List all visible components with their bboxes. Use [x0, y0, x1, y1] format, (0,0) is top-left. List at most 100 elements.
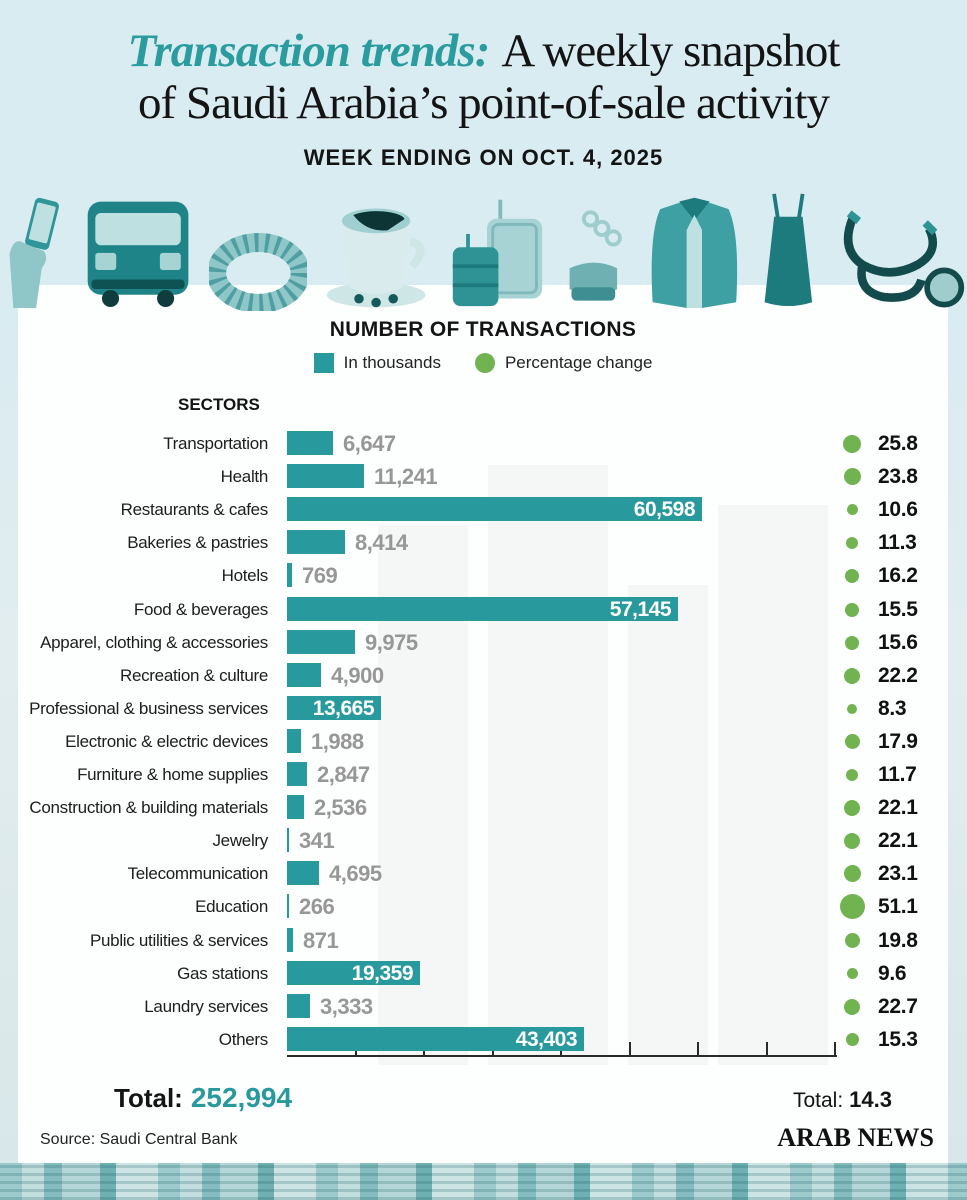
chart-row: Electronic & electric devices 1,988 17.9 — [18, 725, 948, 758]
axis-line — [287, 1055, 837, 1057]
pct-change-dot — [843, 865, 861, 882]
dress-icon — [764, 193, 813, 307]
transaction-bar: 19,359 — [287, 961, 420, 985]
sector-label: Hotels — [221, 566, 269, 585]
title-line1: A weekly snapshot — [501, 25, 840, 77]
transaction-value: 266 — [299, 894, 335, 919]
total-percentage: Total: 14.3 — [793, 1087, 892, 1113]
chart-row: Transportation 6,647 25.8 — [18, 427, 948, 460]
transaction-bar — [287, 729, 301, 753]
transaction-bar: 57,145 — [287, 597, 678, 621]
bracelet-icon — [208, 233, 308, 311]
chart-row: Recreation & culture 4,900 22.2 — [18, 659, 948, 692]
chart-row: Education 266 51.1 — [18, 890, 948, 923]
sector-label: Bakeries & pastries — [127, 533, 268, 552]
sector-label: Health — [220, 467, 269, 486]
subtitle-week: WEEK ENDING ON OCT. 4, 2025 — [303, 145, 664, 170]
transaction-value: 769 — [302, 563, 338, 588]
transaction-value: 9,975 — [365, 630, 418, 655]
pct-change-dot — [844, 799, 860, 816]
transaction-value: 1,988 — [311, 729, 364, 754]
transaction-bar — [287, 861, 319, 885]
transaction-bar — [287, 464, 364, 488]
total-transactions-value: 252,994 — [190, 1082, 293, 1113]
transaction-value: 8,414 — [355, 530, 408, 555]
pct-change-value: 15.3 — [878, 1028, 918, 1051]
chart-row: Public utilities & services 871 19.8 — [18, 924, 948, 957]
transaction-value: 341 — [299, 828, 335, 853]
chart-row: Hotels 769 16.2 — [18, 559, 948, 592]
transaction-bar: 13,665 — [287, 696, 381, 720]
pct-change-dot — [839, 894, 865, 919]
watermark-building — [718, 505, 828, 1065]
pct-change-dot — [845, 1033, 859, 1046]
chart-row: Construction & building materials 2,536 22… — [18, 791, 948, 824]
pct-change-value: 10.6 — [878, 498, 918, 521]
sector-label: Education — [195, 897, 268, 916]
sector-label: Electronic & electric devices — [65, 732, 268, 751]
thousands-swatch-icon — [313, 353, 334, 373]
title-accent: Transaction trends: — [127, 25, 491, 77]
transaction-value: 43,403 — [515, 1028, 578, 1051]
transaction-bar — [287, 795, 304, 819]
pct-change-value: 22.7 — [878, 995, 918, 1018]
transaction-bar — [287, 431, 333, 455]
pct-change-dot — [844, 998, 860, 1015]
axis-tick — [697, 1042, 699, 1055]
transaction-bar — [287, 762, 307, 786]
transaction-bar — [287, 563, 292, 587]
axis-tick — [628, 1042, 631, 1055]
pct-change-dot — [844, 734, 860, 749]
pct-change-value: 22.1 — [878, 796, 918, 819]
phone-payment-icon — [9, 197, 59, 309]
sector-label: Professional & business services — [29, 699, 268, 718]
transaction-bar — [287, 630, 355, 654]
axis-tick — [834, 1042, 836, 1055]
chart-row: Health 11,241 23.8 — [18, 460, 948, 493]
pct-change-dot — [845, 635, 859, 650]
chart-row: Professional & business services 13,665 8.… — [18, 692, 948, 725]
chart-legend: In thousands Percentage change — [18, 353, 948, 373]
pct-change-value: 19.8 — [878, 929, 918, 952]
transaction-value: 19,359 — [351, 962, 414, 985]
sector-label: Public utilities & services — [89, 931, 268, 950]
transaction-bar — [287, 530, 345, 554]
sector-label: Jewelry — [212, 831, 268, 850]
sector-label: Others — [218, 1030, 269, 1049]
chart-row: Laundry services 3,333 22.7 — [18, 990, 948, 1023]
total-transactions-label: Total: — [114, 1083, 183, 1113]
pct-change-value: 11.3 — [878, 531, 917, 554]
pct-change-value: 23.1 — [878, 862, 918, 885]
sector-label: Food & beverages — [133, 600, 268, 619]
pct-change-dot — [846, 536, 858, 549]
jacket-icon — [651, 197, 737, 308]
source-credit: Source: Saudi Central Bank — [40, 1131, 238, 1148]
transaction-value: 57,145 — [609, 598, 672, 621]
pct-change-value: 15.5 — [878, 598, 918, 621]
pct-change-dot — [845, 568, 859, 583]
sector-label: Laundry services — [144, 997, 268, 1016]
transaction-value: 3,333 — [320, 994, 373, 1019]
bus-icon — [88, 201, 189, 308]
chart-row: Food & beverages 57,145 15.5 — [18, 593, 948, 626]
sector-label: Gas stations — [177, 964, 268, 983]
chart-row: Bakeries & pastries 8,414 11.3 — [18, 526, 948, 559]
percentage-swatch-icon — [474, 353, 495, 373]
icon-strip — [0, 183, 967, 311]
transaction-value: 13,665 — [312, 697, 375, 720]
pct-change-value: 17.9 — [878, 730, 918, 753]
transaction-value: 4,695 — [329, 861, 382, 886]
pct-change-value: 15.6 — [878, 631, 918, 654]
pct-change-value: 9.6 — [878, 962, 907, 985]
axis-tick — [765, 1042, 768, 1055]
sector-label: Furniture & home supplies — [77, 765, 268, 784]
chart-title: NUMBER OF TRANSACTIONS — [329, 318, 637, 341]
sector-label: Recreation & culture — [119, 666, 268, 685]
chart-row: Restaurants & cafes 60,598 10.6 — [18, 493, 948, 526]
pct-change-dot — [844, 667, 860, 684]
city-photo-strip — [0, 1163, 967, 1200]
page-title: Transaction trends: A weekly snapshot of … — [0, 25, 967, 129]
arab-news-logo: ARAB NEWS — [777, 1123, 934, 1152]
transaction-bar — [287, 928, 293, 952]
coffee-cup-icon — [326, 208, 426, 308]
